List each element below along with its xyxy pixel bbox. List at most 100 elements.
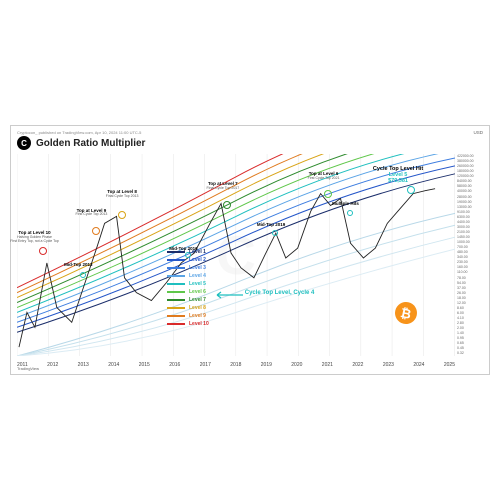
y-tick: 3000.00 [457, 225, 487, 229]
y-tick: 28000.00 [457, 195, 487, 199]
marker-circle [324, 190, 332, 198]
y-tick: 40000.00 [457, 189, 487, 193]
legend-label: Level 4 [189, 273, 206, 279]
y-tick: 6.00 [457, 311, 487, 315]
marker-circle [39, 247, 47, 255]
y-tick: 422000.00 [457, 154, 487, 158]
marker-circle [223, 201, 231, 209]
legend-swatch [167, 251, 185, 253]
legend-label: Level 2 [189, 257, 206, 263]
y-tick: 2.80 [457, 321, 487, 325]
x-tick: 2022 [352, 362, 363, 368]
y-tick: 4.10 [457, 316, 487, 320]
y-tick: 1450.00 [457, 235, 487, 239]
y-tick: 37.00 [457, 286, 487, 290]
legend-swatch [167, 323, 185, 325]
y-tick: 260000.00 [457, 164, 487, 168]
legend-swatch [167, 259, 185, 261]
annotation-m19: Mid-Top 2019 [257, 223, 285, 228]
legend-swatch [167, 315, 185, 317]
x-tick: 2018 [230, 362, 241, 368]
annotation-a7: Top at Level 7Final Cycle Top 2017 [207, 182, 240, 191]
annotation-a8: Top at Level 8Final Cycle Top 2013 [106, 190, 139, 199]
y-tick: 58000.00 [457, 184, 487, 188]
marker-circle [272, 230, 278, 236]
chart-title: Golden Ratio Multiplier [36, 138, 145, 149]
y-tick: 84000.00 [457, 179, 487, 183]
y-tick: 120000.00 [457, 174, 487, 178]
page-frame: Cryptocon_ published on TradingView.com,… [0, 0, 500, 500]
plot-area[interactable]: C Top at Level 10Halving Golden PhaseFir… [17, 154, 455, 356]
y-tick: 160.00 [457, 265, 487, 269]
x-tick: 2025 [444, 362, 455, 368]
publisher-logo-icon: C [17, 136, 31, 150]
legend: Level 1 Level 2 Level 3 Level 4 Level 5 Level… [167, 248, 209, 328]
cycle-top-annotation: Cycle Top Level Hit Level 5 $79,581 [373, 166, 423, 184]
y-tick: 0.65 [457, 341, 487, 345]
y-tick: 12.00 [457, 301, 487, 305]
marker-circle [347, 210, 353, 216]
y-tick: 6300.00 [457, 215, 487, 219]
cycle-arrow-label: Cycle Top Level, Cycle 4 [245, 290, 315, 296]
chart-container: Cryptocon_ published on TradingView.com,… [10, 125, 490, 375]
x-tick: 2023 [383, 362, 394, 368]
meta-text: Cryptocon_ published on TradingView.com,… [17, 130, 141, 135]
legend-row: Level 9 [167, 312, 209, 320]
annotation-a6: Top at Level 6First Cycle Top 2021 [308, 172, 340, 181]
annotation-a10: Top at Level 10Halving Golden PhaseFirst… [10, 231, 59, 244]
x-tick: 2015 [139, 362, 150, 368]
legend-swatch [167, 299, 185, 301]
legend-label: Level 6 [189, 289, 206, 295]
currency-label: USD [473, 130, 483, 135]
x-tick: 2014 [108, 362, 119, 368]
y-tick: 8.60 [457, 306, 487, 310]
marker-circle [118, 211, 126, 219]
legend-row: Level 4 [167, 272, 209, 280]
legend-row: Level 6 [167, 288, 209, 296]
legend-label: Level 5 [189, 281, 206, 287]
legend-label: Level 3 [189, 265, 206, 271]
x-tick: 2017 [200, 362, 211, 368]
cycle-top-price: $79,581 [388, 178, 408, 184]
legend-swatch [167, 307, 185, 309]
y-tick: 19000.00 [457, 200, 487, 204]
x-tick: 2012 [47, 362, 58, 368]
y-tick: 78.00 [457, 276, 487, 280]
legend-row: Level 8 [167, 304, 209, 312]
x-axis: 2011201220132014201520162017201820192020… [17, 362, 455, 368]
y-tick: 1000.00 [457, 240, 487, 244]
x-tick: 2021 [322, 362, 333, 368]
y-tick: 180000.00 [457, 169, 487, 173]
y-tick: 110.00 [457, 270, 487, 274]
chart-header: C Golden Ratio Multiplier [17, 136, 145, 150]
y-tick: 18.00 [457, 296, 487, 300]
y-tick: 230.00 [457, 260, 487, 264]
y-tick: 0.45 [457, 346, 487, 350]
x-tick: 2024 [413, 362, 424, 368]
legend-label: Level 7 [189, 297, 206, 303]
y-tick: 2100.00 [457, 230, 487, 234]
y-tick: 13000.00 [457, 205, 487, 209]
x-tick: 2019 [261, 362, 272, 368]
legend-row: Level 3 [167, 264, 209, 272]
legend-swatch [167, 275, 185, 277]
annotation-a9: Top at Level 9First Cycle Top 2013 [76, 209, 108, 218]
y-tick: 0.95 [457, 336, 487, 340]
legend-row: Level 7 [167, 296, 209, 304]
y-tick: 26.00 [457, 291, 487, 295]
legend-row: Level 10 [167, 320, 209, 328]
x-tick: 2016 [169, 362, 180, 368]
marker-circle [92, 227, 100, 235]
x-tick: 2020 [291, 362, 302, 368]
legend-row: Level 2 [167, 256, 209, 264]
legend-swatch [167, 291, 185, 293]
y-tick: 0.32 [457, 351, 487, 355]
y-tick: 54.00 [457, 281, 487, 285]
x-tick: 2013 [78, 362, 89, 368]
y-tick: 340.00 [457, 255, 487, 259]
legend-label: Level 1 [189, 249, 206, 255]
y-tick: 480.00 [457, 250, 487, 254]
legend-swatch [167, 267, 185, 269]
y-tick: 700.00 [457, 245, 487, 249]
y-tick: 2.00 [457, 326, 487, 330]
